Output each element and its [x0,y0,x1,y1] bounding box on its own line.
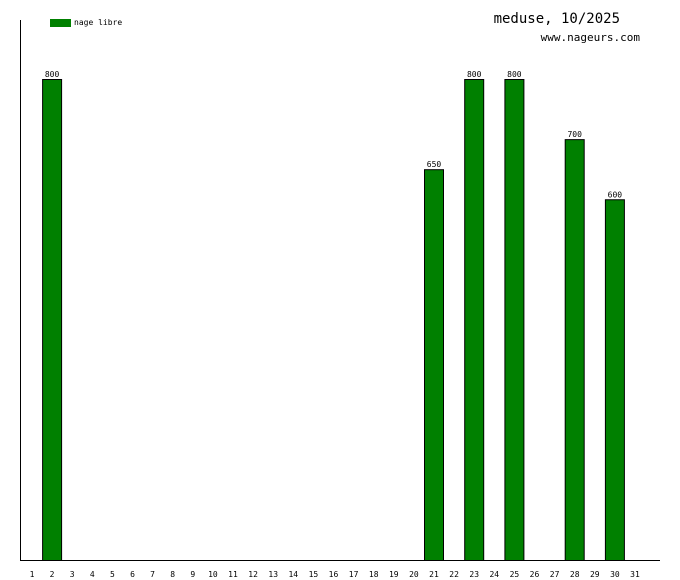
bar [564,139,585,561]
x-tick-label: 12 [248,570,258,579]
bar-value-label: 800 [467,70,482,79]
bar-value-label: 800 [507,70,522,79]
x-tick-label: 16 [329,570,339,579]
x-axis-tick-labels: 1 2 3 4 5 6 7 8 9 10 11 12 13 14 15 16 17 18 19 20 21 22 23 24 2… [30,570,640,579]
legend: nage libre [50,18,122,27]
x-tick-label: 18 [369,570,379,579]
chart-title: meduse, 10/2025 [494,11,620,27]
x-tick-label: 22 [449,570,459,579]
x-tick-label: 31 [630,570,640,579]
x-tick-label: 7 [150,570,155,579]
chart-subtitle: www.nageurs.com [541,31,641,44]
bar [464,79,485,561]
x-tick-label: 30 [610,570,620,579]
x-tick-label: 17 [349,570,359,579]
x-tick-label: 26 [530,570,540,579]
x-tick-label: 24 [489,570,499,579]
chart-bars [42,79,625,561]
x-tick-label: 11 [228,570,238,579]
x-tick-label: 13 [268,570,278,579]
x-tick-label: 23 [469,570,479,579]
x-tick-label: 27 [550,570,560,579]
chart-data-labels: 800 650 800 800 700 600 [45,70,622,199]
bar [42,79,63,561]
bar-value-label: 600 [608,190,623,199]
bar [424,169,444,561]
x-tick-label: 25 [510,570,520,579]
x-tick-label: 29 [590,570,600,579]
x-tick-label: 4 [90,570,95,579]
bar-value-label: 800 [45,70,60,79]
chart-axes [20,20,660,561]
x-tick-label: 2 [50,570,55,579]
x-tick-label: 8 [170,570,175,579]
x-tick-label: 19 [389,570,399,579]
x-tick-label: 21 [429,570,439,579]
bar-value-label: 650 [427,160,442,169]
x-tick-label: 6 [130,570,135,579]
bar [604,199,625,561]
x-tick-label: 3 [70,570,75,579]
x-tick-label: 10 [208,570,218,579]
x-tick-label: 5 [110,570,115,579]
x-tick-label: 20 [409,570,419,579]
legend-label: nage libre [74,18,122,27]
x-tick-label: 15 [309,570,319,579]
x-tick-label: 28 [570,570,580,579]
x-tick-label: 14 [288,570,298,579]
x-tick-label: 9 [190,570,195,579]
bar [504,79,525,561]
bar-value-label: 700 [567,130,582,139]
x-tick-label: 1 [30,570,35,579]
legend-swatch [50,19,71,27]
